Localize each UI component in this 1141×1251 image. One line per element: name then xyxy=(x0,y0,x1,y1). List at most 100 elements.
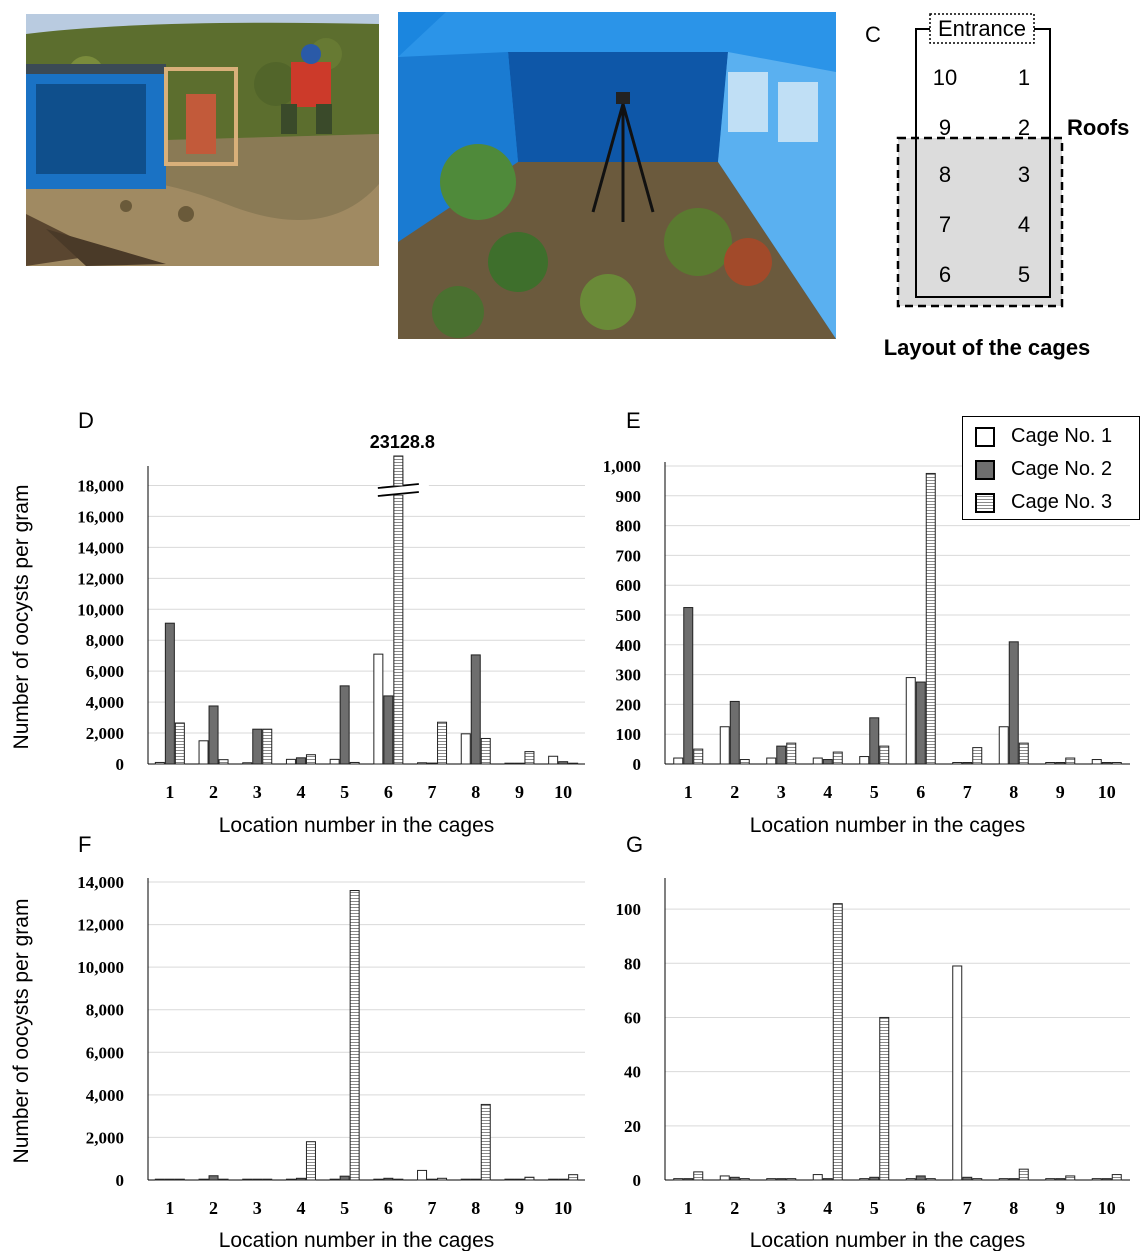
panel-label-f: F xyxy=(78,832,92,857)
y-tick-label: 16,000 xyxy=(77,507,124,526)
y-axis-title: Number of oocysts per gram xyxy=(10,485,33,750)
bar-g-cage3-loc7 xyxy=(972,1178,983,1181)
bar-g-cage1-loc2 xyxy=(719,1175,730,1181)
bar-d-cage1-loc2 xyxy=(198,740,209,765)
bar-e-cage2-loc5 xyxy=(869,717,880,765)
bar-d-cage1-loc7 xyxy=(417,762,428,765)
bar-d-cage2-loc4 xyxy=(295,757,306,765)
y-tick-label: 500 xyxy=(616,606,642,625)
x-tick-label: 5 xyxy=(340,782,349,802)
x-tick-label: 10 xyxy=(1098,1198,1116,1218)
x-tick-label: 2 xyxy=(730,1198,739,1218)
x-axis-title: Location number in the cages xyxy=(750,814,1026,837)
y-tick-label: 80 xyxy=(624,954,641,973)
cage-layout-diagram: Entrance 10 9 8 7 6 1 2 3 4 5 Roofs Layo… xyxy=(884,13,1129,360)
x-tick-label: 8 xyxy=(1009,1198,1018,1218)
x-axis-title: Location number in the cages xyxy=(219,1229,495,1251)
bar-f-cage3-loc2 xyxy=(218,1178,229,1181)
bar-f-cage2-loc2 xyxy=(208,1175,219,1181)
bar-g-cage2-loc3 xyxy=(776,1178,787,1181)
x-tick-label: 3 xyxy=(253,782,262,802)
y-tick-label: 4,000 xyxy=(86,693,124,712)
bar-f-cage3-loc5 xyxy=(349,890,360,1181)
bar-d-cage2-loc10 xyxy=(558,761,569,765)
y-tick-label: 300 xyxy=(616,666,642,685)
bar-e-cage3-loc7 xyxy=(972,747,983,765)
photo-field-cage xyxy=(26,14,379,266)
location-label: 9 xyxy=(939,115,951,140)
roof-region xyxy=(896,136,1064,308)
x-tick-label: 10 xyxy=(554,1198,572,1218)
legend-swatch-cage-1 xyxy=(975,427,995,447)
bar-e-cage3-loc6 xyxy=(925,472,936,765)
y-tick-label: 2,000 xyxy=(86,724,124,743)
y-tick-label: 0 xyxy=(633,755,642,774)
legend-swatch-cage-3 xyxy=(975,493,995,513)
bar-g-cage2-loc5 xyxy=(869,1176,880,1181)
chart-f: 0 2,000 4,000 6,000 8,000 10,000 12,000 14,000 1… xyxy=(10,873,585,1251)
x-tick-label: 3 xyxy=(777,782,786,802)
bar-f-cage1-loc6 xyxy=(373,1178,384,1181)
y-tick-label: 600 xyxy=(616,576,642,595)
y-tick-label: 0 xyxy=(633,1171,642,1190)
bar-d-cage2-loc1 xyxy=(164,622,175,765)
bar-f-cage3-loc3 xyxy=(262,1178,273,1181)
y-tick-label: 20 xyxy=(624,1117,641,1136)
bar-g-cage3-loc2 xyxy=(739,1178,750,1181)
x-axis-title: Location number in the cages xyxy=(750,1229,1026,1251)
y-tick-label: 0 xyxy=(116,755,125,774)
bar-d-cage3-loc8 xyxy=(480,737,491,765)
bar-e-cage2-loc4 xyxy=(822,759,833,765)
axis-break-mark xyxy=(377,491,419,497)
x-axis-title: Location number in the cages xyxy=(219,814,495,837)
roofs-label: Roofs xyxy=(1067,115,1129,140)
bar-e-cage1-loc5 xyxy=(859,756,870,765)
bar-f-cage2-loc3 xyxy=(252,1178,263,1181)
bar-f-cage3-loc9 xyxy=(524,1176,535,1181)
bar-e-cage1-loc9 xyxy=(1045,762,1056,765)
y-tick-label: 200 xyxy=(616,695,642,714)
bar-d-cage1-loc8 xyxy=(460,733,471,765)
bar-g-cage2-loc8 xyxy=(1008,1178,1019,1181)
bar-g-cage1-loc10 xyxy=(1091,1178,1102,1181)
bar-g-cage3-loc9 xyxy=(1065,1175,1076,1181)
bar-d-cage1-loc10 xyxy=(548,755,559,765)
location-label: 5 xyxy=(1018,262,1030,287)
y-tick-label: 40 xyxy=(624,1063,641,1082)
bar-d-cage3-loc5 xyxy=(349,761,360,765)
panel-label-g: G xyxy=(626,832,644,857)
bar-f-cage3-loc10 xyxy=(568,1174,579,1181)
bar-f-cage2-loc10 xyxy=(558,1178,569,1181)
bar-e-cage1-loc6 xyxy=(905,677,916,765)
location-label: 7 xyxy=(939,212,951,237)
bar-g-cage1-loc9 xyxy=(1045,1178,1056,1181)
bar-f-cage1-loc4 xyxy=(285,1178,296,1181)
x-tick-label: 1 xyxy=(684,1198,693,1218)
x-tick-label: 2 xyxy=(209,782,218,802)
bar-g-cage3-loc10 xyxy=(1111,1174,1122,1181)
bar-g-cage3-loc3 xyxy=(786,1178,797,1181)
y-tick-label: 60 xyxy=(624,1008,641,1027)
x-tick-label: 6 xyxy=(384,1198,393,1218)
y-tick-label: 12,000 xyxy=(77,916,124,935)
x-tick-label: 1 xyxy=(165,782,174,802)
bar-f-cage1-loc1 xyxy=(154,1178,165,1181)
layout-caption: Layout of the cages xyxy=(884,335,1091,360)
panel-label-c: C xyxy=(865,22,881,47)
bar-d-cage2-loc2 xyxy=(208,705,219,765)
y-tick-label: 18,000 xyxy=(77,476,124,495)
y-tick-label: 700 xyxy=(616,546,642,565)
x-tick-label: 4 xyxy=(823,1198,832,1218)
bar-g-cage1-loc5 xyxy=(859,1178,870,1181)
bar-g-cage3-loc5 xyxy=(879,1016,890,1181)
y-tick-label: 6,000 xyxy=(86,1043,124,1062)
bar-g-cage1-loc7 xyxy=(952,965,963,1181)
bar-e-cage3-loc5 xyxy=(879,745,890,765)
bar-g-cage2-loc9 xyxy=(1055,1178,1066,1181)
bar-d-cage3-loc3 xyxy=(262,728,273,765)
bar-g-cage3-loc1 xyxy=(693,1171,704,1181)
x-tick-label: 6 xyxy=(916,782,925,802)
x-tick-label: 9 xyxy=(1056,1198,1065,1218)
x-tick-label: 5 xyxy=(870,782,879,802)
bar-e-cage2-loc2 xyxy=(729,700,740,765)
